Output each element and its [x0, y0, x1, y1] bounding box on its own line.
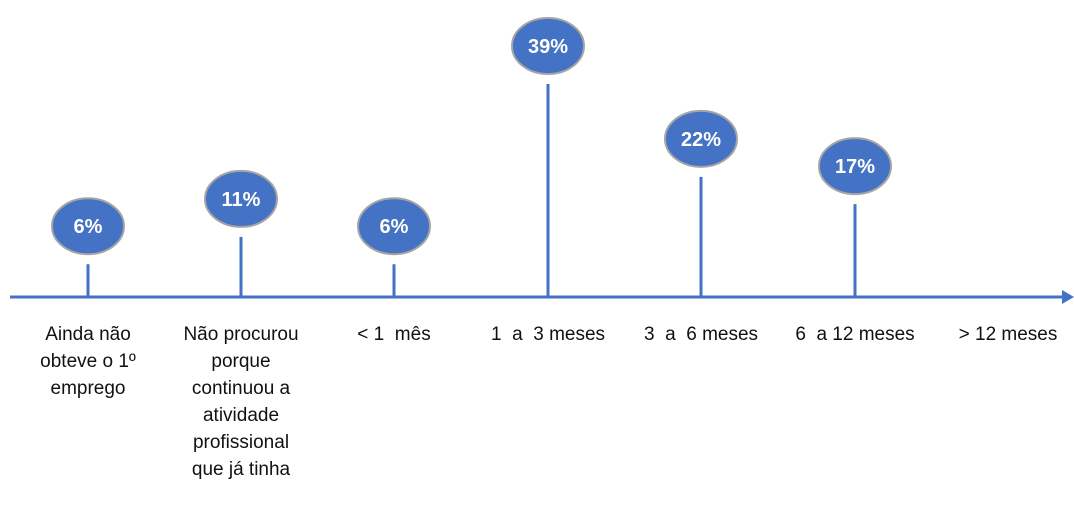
category-label-1-line-2: continuou a: [192, 378, 291, 399]
category-label-1-line-5: que já tinha: [192, 459, 291, 480]
data-label-5: 17%: [835, 156, 875, 178]
value-bubble-4: [664, 109, 738, 168]
data-label-0: 6%: [74, 216, 103, 238]
category-label-0-line-2: emprego: [51, 378, 126, 399]
category-label-1-line-4: profissional: [193, 432, 289, 453]
category-label-5-line-0: 6 a 12 meses: [795, 324, 914, 345]
value-bubble-5: [818, 137, 892, 196]
data-label-4: 22%: [681, 129, 721, 151]
value-bubble-2: [357, 197, 431, 256]
data-label-2: 6%: [380, 216, 409, 238]
x-axis-arrow-icon: [1062, 290, 1074, 304]
data-label-1: 11%: [222, 189, 261, 211]
value-bubble-3: [511, 17, 585, 75]
category-label-0-line-1: obteve o 1º: [40, 351, 136, 372]
category-labels: Ainda não obteve o 1º emprego Não procurou p…: [40, 324, 1057, 480]
category-label-4-line-0: 3 a 6 meses: [644, 324, 758, 345]
chart-marks: 6% 11% 6% 39% 22% 17%: [51, 17, 892, 297]
value-bubble-1: [204, 169, 278, 228]
category-label-0-line-0: Ainda não: [45, 324, 131, 345]
category-label-1-line-0: Não procurou: [183, 324, 298, 345]
category-label-2-line-0: < 1 mês: [357, 324, 430, 345]
category-label-6-line-0: > 12 meses: [959, 324, 1058, 345]
category-label-1-line-1: porque: [211, 351, 270, 372]
value-bubble-0: [51, 197, 125, 256]
data-label-3: 39%: [528, 36, 568, 58]
category-label-3-line-0: 1 a 3 meses: [491, 324, 605, 345]
category-label-1-line-3: atividade: [203, 405, 279, 426]
